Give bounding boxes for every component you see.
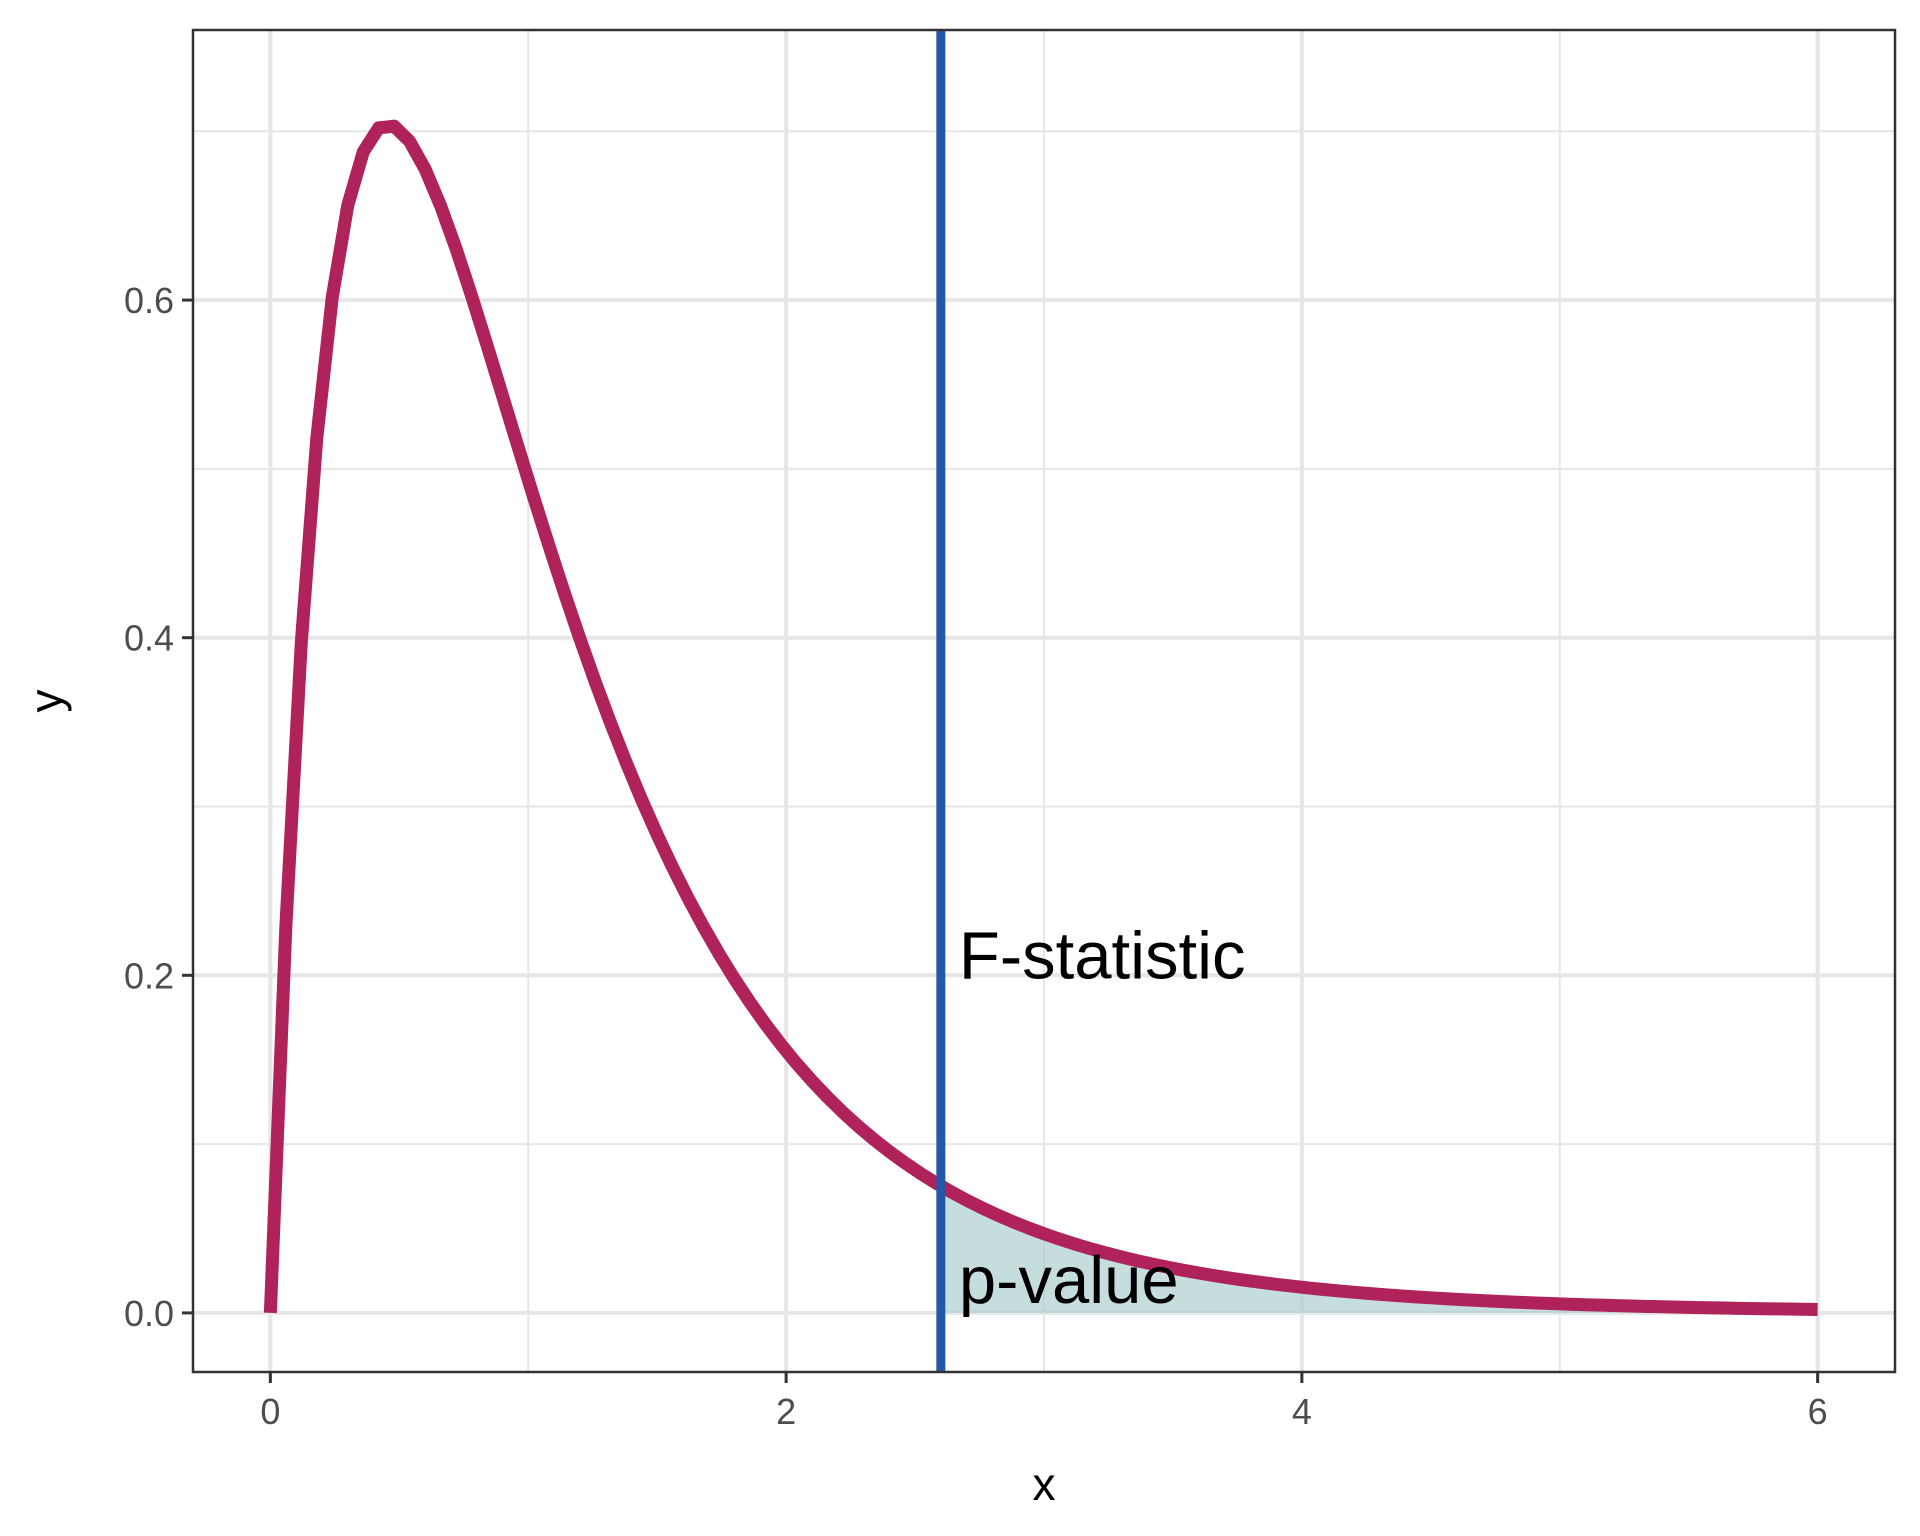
y-tick-label: 0.0 — [124, 1293, 174, 1334]
y-tick-label: 0.4 — [124, 618, 174, 659]
x-axis-ticks: 0 2 4 6 — [260, 1372, 1828, 1432]
y-axis-title: y — [20, 690, 72, 713]
x-tick-label: 2 — [776, 1391, 796, 1432]
p-value-shaded-area — [940, 1185, 1818, 1313]
major-gridlines — [193, 30, 1895, 1372]
x-tick-label: 0 — [260, 1391, 280, 1432]
y-tick-label: 0.6 — [124, 280, 174, 321]
annotation-label: p-value — [959, 1243, 1179, 1318]
panel-border — [191, 28, 1897, 1374]
annotation-label: F-statistic — [959, 919, 1246, 994]
x-tick-label: 6 — [1808, 1391, 1828, 1432]
y-axis-ticks: 0.0 0.2 0.4 0.6 — [124, 280, 193, 1334]
density-curve — [263, 119, 1818, 1316]
x-axis-title: x — [1033, 1458, 1056, 1510]
minor-gridlines — [193, 30, 1895, 1372]
annotations: F-statistic p-value — [959, 919, 1246, 1318]
y-tick-label: 0.2 — [124, 955, 174, 996]
x-tick-label: 4 — [1292, 1391, 1312, 1432]
